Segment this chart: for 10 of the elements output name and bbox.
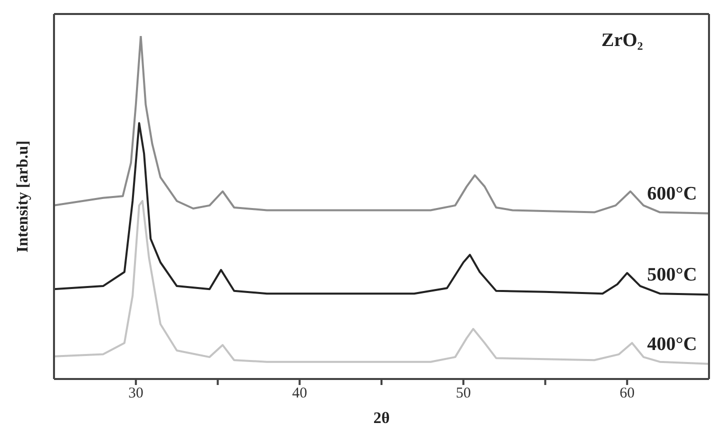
x-axis-title: 2θ	[373, 410, 390, 427]
annotation: ZrO₂	[601, 30, 643, 52]
x-tick-label: 40	[292, 386, 308, 402]
y-axis-title: Intensity [arb.u]	[14, 140, 32, 253]
x-tick-label: 60	[620, 386, 635, 402]
series-label: 500°C	[647, 264, 697, 286]
series-label: 400°C	[647, 334, 697, 355]
x-tick-label: 30	[128, 386, 144, 402]
series-label: 600°C	[647, 183, 697, 204]
x-tick-label: 50	[456, 386, 471, 402]
